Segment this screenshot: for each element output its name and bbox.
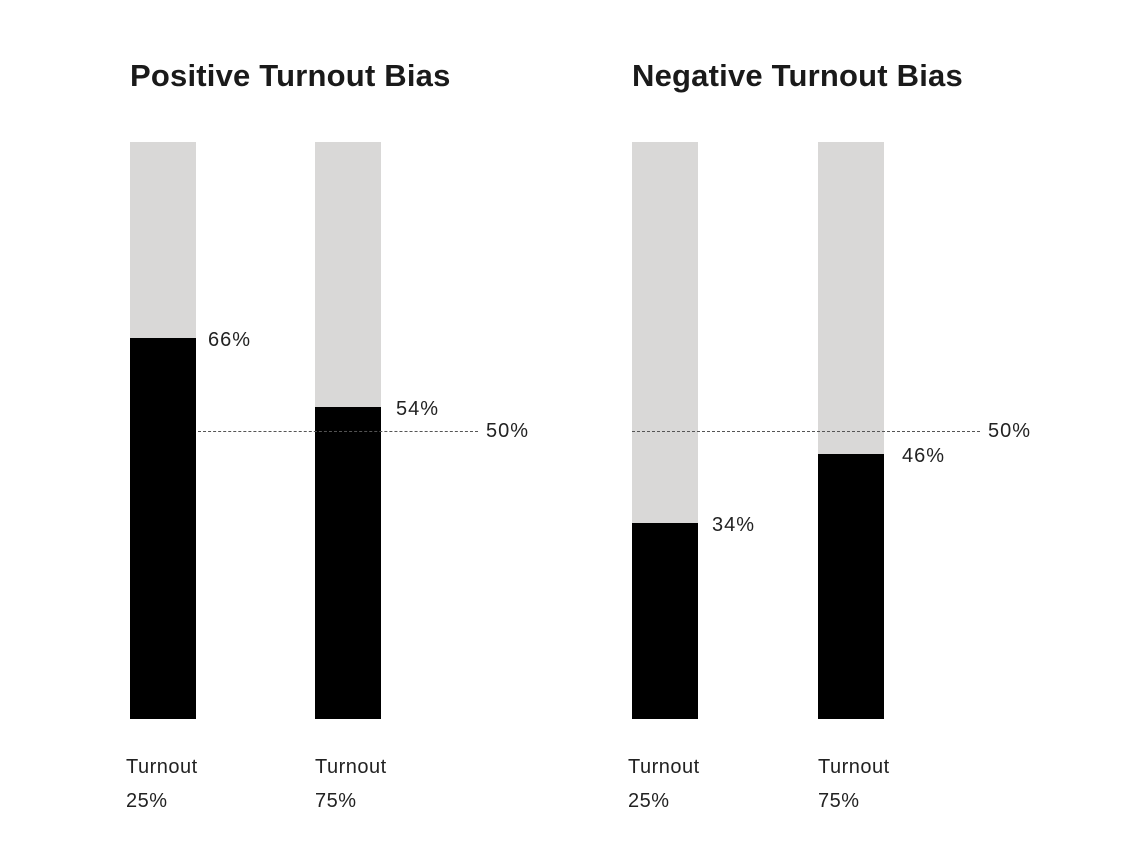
category-label-line-1: Turnout	[818, 756, 890, 778]
category-label-line-2: 25%	[628, 790, 670, 812]
bar-turnout-25	[130, 338, 196, 719]
value-label-turnout-25: 66%	[208, 329, 252, 352]
reference-label-50: 50%	[988, 419, 1032, 442]
bar-turnout-75	[818, 453, 884, 719]
reference-label-50: 50%	[486, 419, 530, 442]
chart-title: Positive Turnout Bias	[130, 58, 451, 93]
category-label-turnout-25: Turnout 25%	[126, 750, 198, 818]
value-label-turnout-75: 46%	[902, 444, 946, 467]
category-label-turnout-75: Turnout 75%	[315, 750, 387, 818]
value-label-turnout-25: 34%	[712, 513, 756, 536]
category-label-line-2: 75%	[315, 790, 357, 812]
chart-negative-turnout-bias: Negative Turnout Bias 34% 46% 50% Turnou…	[628, 0, 1130, 844]
bar-track-turnout-25	[130, 142, 196, 719]
reference-line-50	[198, 430, 478, 432]
chart-positive-turnout-bias: Positive Turnout Bias 66% 54% 50% Turnou…	[126, 0, 650, 844]
category-label-line-1: Turnout	[126, 756, 198, 778]
bar-turnout-25	[632, 522, 698, 719]
category-label-line-2: 75%	[818, 790, 860, 812]
reference-line-50	[632, 430, 980, 432]
category-label-line-1: Turnout	[628, 756, 700, 778]
value-label-turnout-75: 54%	[396, 398, 440, 421]
bar-turnout-75	[315, 407, 381, 719]
category-label-turnout-75: Turnout 75%	[818, 750, 890, 818]
category-label-line-2: 25%	[126, 790, 168, 812]
chart-title: Negative Turnout Bias	[632, 58, 963, 93]
category-label-line-1: Turnout	[315, 756, 387, 778]
category-label-turnout-25: Turnout 25%	[628, 750, 700, 818]
